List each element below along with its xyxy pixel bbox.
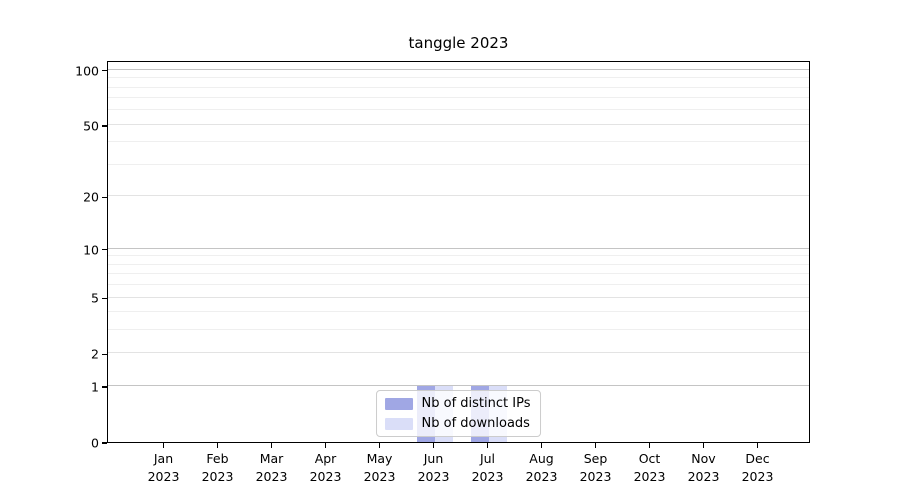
y-axis-tick-label: 2 [91, 346, 99, 362]
x-axis-tick [216, 443, 219, 448]
gridline-y-60 [108, 109, 809, 111]
y-axis-tick [102, 196, 107, 199]
gridline-y-2 [108, 352, 809, 354]
x-axis-tick-label: Aug 2023 [525, 451, 558, 485]
gridline-y-70 [108, 97, 809, 99]
x-axis-tick [756, 443, 759, 448]
legend-row: Nb of distinct IPs [384, 396, 531, 411]
x-axis-tick-label: Jan 2023 [147, 451, 180, 485]
y-axis-tick [102, 386, 107, 388]
gridline-y-5 [108, 296, 809, 298]
gridline-y-6 [108, 284, 809, 286]
y-axis-tick-label: 20 [83, 189, 99, 205]
y-axis-tick [102, 442, 107, 444]
gridline-y-80 [108, 86, 809, 88]
gridline-y-40 [108, 141, 809, 143]
gridline-y-7 [108, 273, 809, 275]
y-axis-tick-label: 5 [91, 290, 99, 306]
x-axis-tick-label: Sep 2023 [579, 451, 612, 485]
gridline-y-100 [108, 68, 809, 70]
x-axis-tick [432, 443, 435, 448]
y-axis-tick-label: 0 [91, 435, 99, 451]
legend-row: Nb of downloads [384, 416, 531, 431]
y-axis-tick [102, 297, 107, 300]
x-axis-tick [162, 443, 165, 448]
x-axis-tick [648, 443, 651, 448]
gridline-y-50 [108, 123, 809, 125]
legend-swatch-distinct-ips [384, 397, 413, 410]
x-axis-tick [324, 443, 327, 448]
y-axis-tick-label: 50 [83, 118, 99, 134]
legend: Nb of distinct IPs Nb of downloads [375, 390, 542, 437]
gridline-y-3 [108, 329, 809, 331]
x-axis-tick [594, 443, 597, 448]
y-axis-tick [102, 125, 107, 127]
gridline-y-90 [108, 77, 809, 79]
x-axis-tick [378, 443, 381, 448]
y-axis-tick-label: 1 [91, 379, 99, 395]
plot-area: Nb of distinct IPs Nb of downloads [107, 61, 810, 443]
y-axis-tick-label: 100 [75, 63, 99, 79]
legend-label: Nb of downloads [421, 416, 530, 431]
gridline-y-30 [108, 164, 809, 166]
gridline-y-9 [108, 255, 809, 257]
x-axis-tick-label: Jun 2023 [417, 451, 450, 485]
x-axis-tick-label: Dec 2023 [741, 451, 774, 485]
gridline-y-8 [108, 263, 809, 265]
x-axis-tick [486, 443, 489, 448]
x-axis-tick-label: Oct 2023 [633, 451, 666, 485]
y-axis-tick [102, 70, 107, 72]
x-axis-tick-label: Mar 2023 [255, 451, 288, 485]
x-axis-tick [540, 443, 543, 448]
x-axis-tick [270, 443, 273, 448]
x-axis-tick-label: Apr 2023 [309, 451, 342, 485]
y-axis-tick [102, 353, 107, 356]
chart-title: tanggle 2023 [408, 34, 509, 52]
gridline-y-1 [108, 385, 809, 387]
x-axis-tick-label: Jul 2023 [471, 451, 504, 485]
x-axis-tick-label: May 2023 [363, 451, 396, 485]
legend-swatch-downloads [384, 417, 413, 430]
x-axis-tick-label: Feb 2023 [201, 451, 234, 485]
gridline-y-20 [108, 195, 809, 197]
legend-label: Nb of distinct IPs [421, 396, 531, 411]
gridline-y-10 [108, 247, 809, 249]
y-axis-tick [102, 248, 107, 251]
x-axis-tick-label: Nov 2023 [687, 451, 720, 485]
y-axis-tick-label: 10 [83, 242, 99, 258]
gridline-y-4 [108, 311, 809, 313]
x-axis-tick [702, 443, 705, 448]
